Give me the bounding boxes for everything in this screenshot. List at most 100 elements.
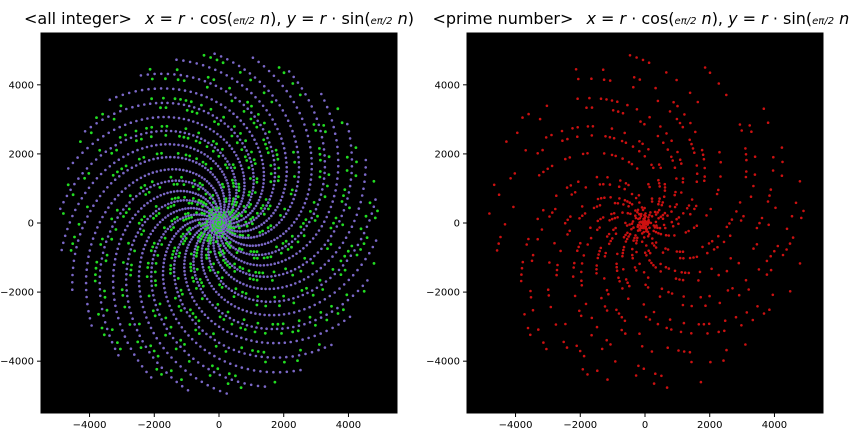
data-point (192, 260, 195, 263)
data-point (187, 288, 191, 292)
data-point (117, 194, 120, 197)
data-point (284, 258, 287, 262)
data-point (296, 359, 299, 362)
data-point (134, 129, 138, 133)
data-point (230, 77, 234, 80)
data-point (307, 188, 311, 191)
data-point (246, 229, 250, 232)
data-point (267, 89, 270, 93)
data-point (114, 143, 117, 147)
data-point (110, 202, 113, 205)
data-point (184, 207, 187, 210)
data-point (526, 326, 530, 330)
data-point (744, 343, 747, 346)
data-point (290, 201, 294, 205)
data-point (497, 193, 501, 196)
data-point (670, 328, 673, 331)
data-point (359, 237, 363, 241)
data-point (333, 132, 337, 135)
data-point (657, 202, 660, 206)
data-point (135, 139, 138, 143)
data-point (289, 283, 293, 287)
data-point (597, 253, 600, 256)
data-point (96, 226, 99, 229)
data-point (343, 188, 347, 192)
data-point (143, 204, 146, 207)
data-point (671, 159, 674, 162)
data-point (708, 71, 712, 74)
data-point (226, 382, 230, 385)
data-point (217, 122, 220, 126)
data-point (238, 100, 241, 103)
data-point (682, 212, 685, 215)
data-point (346, 298, 350, 302)
data-point (95, 122, 98, 125)
data-point (147, 87, 150, 91)
data-point (193, 299, 196, 303)
data-point (262, 91, 266, 95)
data-point (598, 204, 602, 207)
data-point (356, 243, 360, 247)
data-point (71, 281, 74, 284)
data-point (134, 213, 137, 217)
data-point (300, 117, 304, 121)
data-point (160, 125, 164, 128)
data-point (164, 333, 168, 337)
data-point (297, 319, 301, 323)
data-point (663, 189, 667, 192)
data-point (284, 229, 288, 233)
data-point (610, 99, 614, 102)
data-point (169, 325, 173, 329)
data-point (226, 310, 230, 314)
data-point (355, 160, 358, 164)
data-point (249, 250, 253, 253)
data-point (213, 175, 217, 179)
data-point (590, 134, 594, 137)
data-point (210, 216, 214, 220)
data-point (99, 301, 103, 304)
data-point (149, 326, 153, 330)
data-point (639, 214, 643, 218)
data-point (222, 268, 226, 272)
data-point (211, 193, 215, 197)
data-point (138, 334, 141, 338)
data-point (237, 64, 241, 68)
data-point (625, 224, 629, 227)
data-point (208, 300, 212, 304)
data-point (652, 263, 655, 267)
data-point (265, 219, 268, 222)
data-point (302, 222, 305, 225)
data-point (629, 212, 632, 216)
data-point (192, 197, 195, 200)
data-point (286, 326, 290, 330)
data-point (240, 336, 243, 340)
data-point (212, 241, 215, 245)
data-point (766, 200, 770, 203)
data-point (215, 205, 219, 208)
data-point (308, 183, 312, 186)
data-point (219, 207, 223, 211)
data-point (174, 232, 178, 235)
data-point (87, 172, 91, 175)
data-point (260, 192, 263, 196)
data-point (89, 131, 93, 135)
data-point (273, 238, 276, 242)
data-point (497, 242, 501, 245)
data-point (250, 339, 253, 342)
data-point (170, 376, 173, 379)
data-point (123, 228, 127, 232)
data-point (206, 191, 209, 194)
data-point (131, 105, 134, 109)
data-point (295, 339, 299, 343)
data-point (151, 245, 155, 249)
data-point (211, 303, 214, 307)
data-point (262, 350, 266, 354)
data-point (347, 278, 351, 282)
data-point (74, 208, 77, 212)
data-point (210, 284, 213, 288)
data-point (283, 341, 287, 345)
data-point (658, 185, 661, 188)
data-point (267, 217, 271, 220)
data-point (219, 279, 223, 283)
data-point (281, 246, 284, 250)
